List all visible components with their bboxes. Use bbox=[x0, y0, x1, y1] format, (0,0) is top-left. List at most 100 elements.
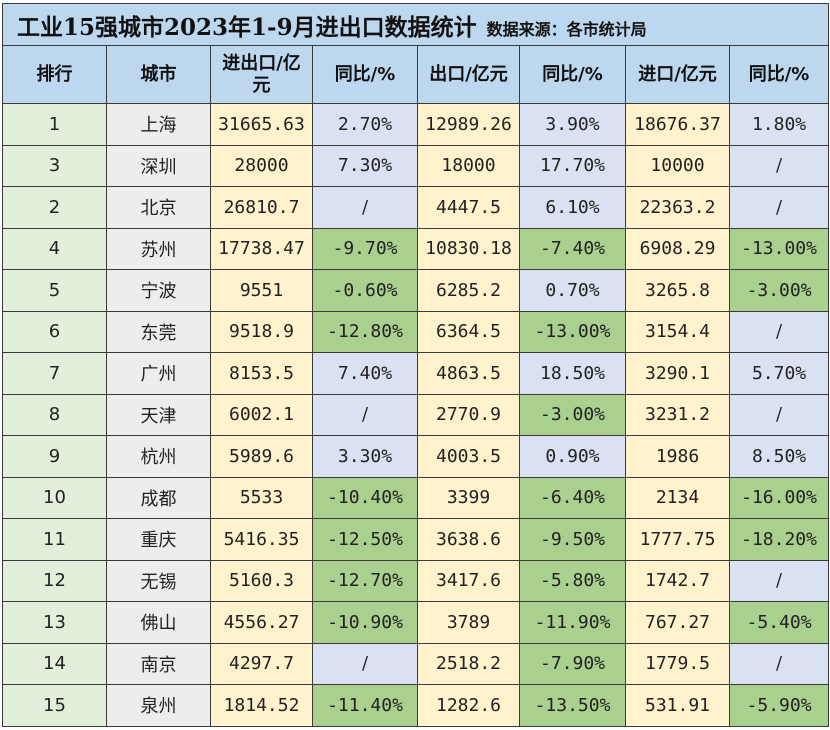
cell-import: 3265.8 bbox=[625, 269, 730, 312]
header-export: 出口/亿元 bbox=[417, 45, 520, 104]
header-import: 进口/亿元 bbox=[625, 45, 730, 104]
cell-export: 6285.2 bbox=[417, 269, 520, 312]
cell-import-yoy: -5.40% bbox=[728, 601, 830, 644]
cell-import: 531.91 bbox=[625, 684, 730, 727]
cell-import: 10000 bbox=[625, 144, 730, 187]
cell-city: 东莞 bbox=[106, 310, 211, 353]
cell-total-trade: 5533 bbox=[210, 476, 313, 519]
cell-rank: 8 bbox=[2, 393, 107, 436]
cell-rank: 4 bbox=[2, 227, 107, 270]
cell-rank: 3 bbox=[2, 144, 107, 187]
trade-data-table: 工业15强城市2023年1-9月进出口数据统计 数据来源：各市统计局 排行 城市 … bbox=[1, 3, 830, 727]
cell-total-yoy: 7.30% bbox=[312, 144, 418, 187]
column-header-row: 排行 城市 进出口/亿元 同比/% 出口/亿元 同比/% 进口/亿元 同比/% bbox=[2, 45, 830, 104]
cell-import: 3154.4 bbox=[625, 310, 730, 353]
cell-total-trade: 31665.63 bbox=[210, 103, 313, 146]
cell-rank: 2 bbox=[2, 186, 107, 229]
table-row: 4 苏州 17738.47 -9.70% 10830.18 -7.40% 6908.29 -1… bbox=[2, 227, 830, 270]
table-row: 11 重庆 5416.35 -12.50% 3638.6 -9.50% 1777.75 -18… bbox=[2, 518, 830, 561]
cell-total-yoy: -12.80% bbox=[312, 310, 418, 353]
cell-export: 1282.6 bbox=[417, 684, 520, 727]
cell-export: 3417.6 bbox=[417, 559, 520, 602]
cell-total-yoy: / bbox=[312, 186, 418, 229]
cell-total-yoy: -0.60% bbox=[312, 269, 418, 312]
table-row: 2 北京 26810.7/4447.5 6.10% 22363.2/ bbox=[2, 186, 830, 229]
cell-city: 泉州 bbox=[106, 684, 211, 727]
cell-export: 2770.9 bbox=[417, 393, 520, 436]
table-title-row: 工业15强城市2023年1-9月进出口数据统计 数据来源：各市统计局 bbox=[1, 3, 830, 46]
cell-export: 4863.5 bbox=[417, 352, 520, 395]
cell-import-yoy: 8.50% bbox=[728, 435, 830, 478]
table-title: 工业15强城市2023年1-9月进出口数据统计 bbox=[17, 13, 477, 41]
cell-export: 2518.2 bbox=[417, 642, 520, 685]
cell-import-yoy: -5.90% bbox=[728, 684, 830, 727]
cell-rank: 12 bbox=[2, 559, 107, 602]
cell-city: 上海 bbox=[106, 103, 211, 146]
cell-import: 767.27 bbox=[625, 601, 730, 644]
header-total-yoy: 同比/% bbox=[312, 45, 418, 104]
cell-total-trade: 5160.3 bbox=[210, 559, 313, 602]
cell-import-yoy: 5.70% bbox=[728, 352, 830, 395]
table-row: 8 天津 6002.1/2770.9 -3.00% 3231.2/ bbox=[2, 393, 830, 436]
cell-export: 18000 bbox=[417, 144, 520, 187]
cell-total-yoy: -10.90% bbox=[312, 601, 418, 644]
cell-export-yoy: -7.40% bbox=[519, 227, 626, 270]
table-row: 6 东莞 9518.9 -12.80% 6364.5 -13.00% 3154.4/ bbox=[2, 310, 830, 353]
cell-import-yoy: -16.00% bbox=[728, 476, 830, 519]
cell-export-yoy: 18.50% bbox=[519, 352, 626, 395]
cell-rank: 1 bbox=[2, 103, 107, 146]
cell-rank: 6 bbox=[2, 310, 107, 353]
cell-total-yoy: -12.70% bbox=[312, 559, 418, 602]
cell-export-yoy: -7.90% bbox=[519, 642, 626, 685]
table-row: 10 成都 5533 -10.40% 3399 -6.40% 2134 -16.00% bbox=[2, 476, 830, 519]
cell-total-trade: 4556.27 bbox=[210, 601, 313, 644]
cell-import-yoy: / bbox=[728, 186, 830, 229]
cell-rank: 13 bbox=[2, 601, 107, 644]
cell-export-yoy: -11.90% bbox=[519, 601, 626, 644]
cell-export: 6364.5 bbox=[417, 310, 520, 353]
table-row: 14 南京 4297.7/2518.2 -7.90% 1779.5/ bbox=[2, 642, 830, 685]
cell-export: 4003.5 bbox=[417, 435, 520, 478]
data-source-note: 数据来源：各市统计局 bbox=[486, 19, 647, 39]
header-total-trade: 进出口/亿元 bbox=[210, 45, 313, 104]
cell-rank: 15 bbox=[2, 684, 107, 727]
cell-city: 广州 bbox=[106, 352, 211, 395]
cell-city: 成都 bbox=[106, 476, 211, 519]
cell-import-yoy: -18.20% bbox=[728, 518, 830, 561]
cell-import: 6908.29 bbox=[625, 227, 730, 270]
cell-import: 1986 bbox=[625, 435, 730, 478]
table-row: 5 宁波 9551 -0.60% 6285.2 0.70% 3265.8 -3.00% bbox=[2, 269, 830, 312]
cell-total-trade: 4297.7 bbox=[210, 642, 313, 685]
cell-export-yoy: -3.00% bbox=[519, 393, 626, 436]
cell-total-yoy: / bbox=[312, 642, 418, 685]
cell-export-yoy: -13.00% bbox=[519, 310, 626, 353]
table-row: 12 无锡 5160.3 -12.70% 3417.6 -5.80% 1742.7/ bbox=[2, 559, 830, 602]
cell-total-trade: 8153.5 bbox=[210, 352, 313, 395]
cell-import-yoy: / bbox=[728, 393, 830, 436]
cell-city: 宁波 bbox=[106, 269, 211, 312]
table-row: 13 佛山 4556.27 -10.90% 3789 -11.90% 767.27 -5.40… bbox=[2, 601, 830, 644]
cell-export: 12989.26 bbox=[417, 103, 520, 146]
cell-rank: 9 bbox=[2, 435, 107, 478]
cell-total-trade: 6002.1 bbox=[210, 393, 313, 436]
cell-export: 3399 bbox=[417, 476, 520, 519]
cell-city: 天津 bbox=[106, 393, 211, 436]
cell-city: 北京 bbox=[106, 186, 211, 229]
table-row: 9 杭州 5989.6 3.30% 4003.5 0.90% 1986 8.50% bbox=[2, 435, 830, 478]
cell-total-yoy: 3.30% bbox=[312, 435, 418, 478]
cell-export: 4447.5 bbox=[417, 186, 520, 229]
cell-export-yoy: -13.50% bbox=[519, 684, 626, 727]
cell-export-yoy: 3.90% bbox=[519, 103, 626, 146]
cell-import-yoy: -3.00% bbox=[728, 269, 830, 312]
cell-export-yoy: -5.80% bbox=[519, 559, 626, 602]
cell-city: 佛山 bbox=[106, 601, 211, 644]
cell-export-yoy: -6.40% bbox=[519, 476, 626, 519]
cell-rank: 7 bbox=[2, 352, 107, 395]
cell-import: 2134 bbox=[625, 476, 730, 519]
cell-total-yoy: -12.50% bbox=[312, 518, 418, 561]
cell-import-yoy: / bbox=[728, 310, 830, 353]
cell-import-yoy: / bbox=[728, 144, 830, 187]
header-rank: 排行 bbox=[2, 45, 107, 104]
table-row: 1 上海 31665.63 2.70% 12989.26 3.90% 18676.37 1.8… bbox=[2, 103, 830, 146]
cell-export: 3789 bbox=[417, 601, 520, 644]
